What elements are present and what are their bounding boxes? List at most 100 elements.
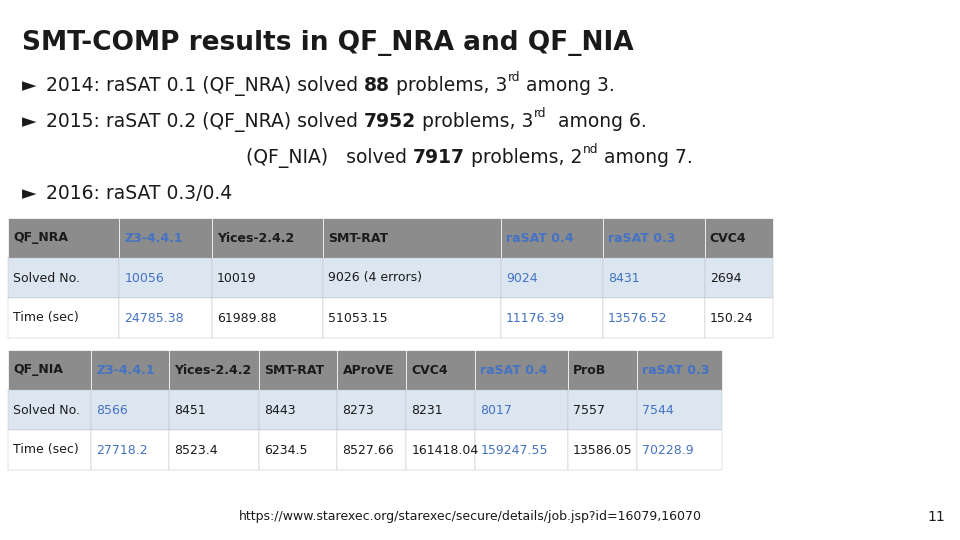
Text: 24785.38: 24785.38 (125, 312, 184, 325)
Bar (169, 430, 259, 470)
Text: 2694: 2694 (709, 272, 741, 285)
Bar (406, 350, 475, 390)
Bar (119, 258, 212, 298)
Bar (169, 390, 259, 430)
Text: 8273: 8273 (343, 403, 374, 416)
Bar (91, 430, 169, 470)
Text: Yices-2.4.2: Yices-2.4.2 (175, 363, 252, 376)
Text: 2015: raSAT 0.2 (QF_NRA) solved: 2015: raSAT 0.2 (QF_NRA) solved (46, 112, 364, 132)
Text: CVC4: CVC4 (709, 232, 746, 245)
Text: problems, 3: problems, 3 (416, 112, 534, 131)
Text: 2014: raSAT 0.1 (QF_NRA) solved: 2014: raSAT 0.1 (QF_NRA) solved (46, 76, 364, 96)
Bar (475, 350, 567, 390)
Text: Solved No.: Solved No. (13, 403, 80, 416)
Text: 8017: 8017 (480, 403, 512, 416)
Text: QF_NIA: QF_NIA (13, 363, 62, 376)
Text: problems, 2: problems, 2 (465, 148, 583, 167)
Bar (119, 298, 212, 338)
Text: 11: 11 (927, 510, 945, 524)
Text: 8443: 8443 (264, 403, 296, 416)
Bar (501, 298, 603, 338)
Text: 13576.52: 13576.52 (608, 312, 667, 325)
Bar (8, 298, 119, 338)
Text: 8523.4: 8523.4 (175, 443, 218, 456)
Text: 88: 88 (364, 76, 390, 95)
Text: SMT-RAT: SMT-RAT (264, 363, 324, 376)
Text: 7952: 7952 (364, 112, 416, 131)
Bar (324, 258, 501, 298)
Text: 61989.88: 61989.88 (217, 312, 276, 325)
Text: rd: rd (508, 71, 520, 84)
Text: raSAT 0.3: raSAT 0.3 (641, 363, 709, 376)
Bar (567, 350, 636, 390)
Bar (475, 430, 567, 470)
Bar (212, 258, 324, 298)
Text: 10019: 10019 (217, 272, 256, 285)
Bar (636, 350, 722, 390)
Bar (8, 430, 91, 470)
Bar (259, 390, 338, 430)
Text: QF_NRA: QF_NRA (13, 232, 68, 245)
Text: 11176.39: 11176.39 (506, 312, 565, 325)
Bar (338, 390, 406, 430)
Text: SMT-RAT: SMT-RAT (328, 232, 389, 245)
Text: 8527.66: 8527.66 (343, 443, 395, 456)
Text: CVC4: CVC4 (412, 363, 448, 376)
Bar (169, 350, 259, 390)
Text: 9026 (4 errors): 9026 (4 errors) (328, 272, 422, 285)
Text: raSAT 0.4: raSAT 0.4 (506, 232, 573, 245)
Bar (8, 258, 119, 298)
Text: 8566: 8566 (96, 403, 128, 416)
Bar (338, 350, 406, 390)
Text: Z3-4.4.1: Z3-4.4.1 (96, 363, 155, 376)
Bar (8, 350, 91, 390)
Text: 8431: 8431 (608, 272, 639, 285)
Text: problems, 3: problems, 3 (390, 76, 508, 95)
Bar (8, 390, 91, 430)
Bar (324, 298, 501, 338)
Bar (501, 218, 603, 258)
Bar (324, 218, 501, 258)
Bar (603, 298, 705, 338)
Bar (636, 430, 722, 470)
Text: nd: nd (583, 143, 598, 156)
Bar (212, 298, 324, 338)
Bar (567, 430, 636, 470)
Text: Yices-2.4.2: Yices-2.4.2 (217, 232, 294, 245)
Bar (603, 218, 705, 258)
Text: 9024: 9024 (506, 272, 538, 285)
Bar (705, 218, 773, 258)
Text: https://www.starexec.org/starexec/secure/details/job.jsp?id=16079,16070: https://www.starexec.org/starexec/secure… (238, 510, 702, 523)
Bar (636, 390, 722, 430)
Bar (406, 430, 475, 470)
Text: Time (sec): Time (sec) (13, 312, 79, 325)
Bar (406, 390, 475, 430)
Text: Z3-4.4.1: Z3-4.4.1 (125, 232, 183, 245)
Bar (567, 390, 636, 430)
Bar (475, 390, 567, 430)
Text: raSAT 0.3: raSAT 0.3 (608, 232, 675, 245)
Text: 161418.04: 161418.04 (412, 443, 479, 456)
Bar (119, 218, 212, 258)
Text: AProVE: AProVE (343, 363, 394, 376)
Bar (501, 258, 603, 298)
Bar (338, 430, 406, 470)
Text: 13586.05: 13586.05 (573, 443, 633, 456)
Bar (603, 258, 705, 298)
Bar (705, 258, 773, 298)
Bar (91, 350, 169, 390)
Text: ►: ► (22, 76, 36, 95)
Text: Time (sec): Time (sec) (13, 443, 79, 456)
Text: 10056: 10056 (125, 272, 164, 285)
Text: among 6.: among 6. (546, 112, 647, 131)
Text: 7557: 7557 (573, 403, 605, 416)
Bar (705, 298, 773, 338)
Text: 51053.15: 51053.15 (328, 312, 388, 325)
Text: 6234.5: 6234.5 (264, 443, 307, 456)
Text: ProB: ProB (573, 363, 606, 376)
Text: 7544: 7544 (641, 403, 674, 416)
Text: 2016: raSAT 0.3/0.4: 2016: raSAT 0.3/0.4 (46, 184, 232, 203)
Text: ►: ► (22, 112, 36, 131)
Text: 159247.55: 159247.55 (480, 443, 548, 456)
Bar (259, 350, 338, 390)
